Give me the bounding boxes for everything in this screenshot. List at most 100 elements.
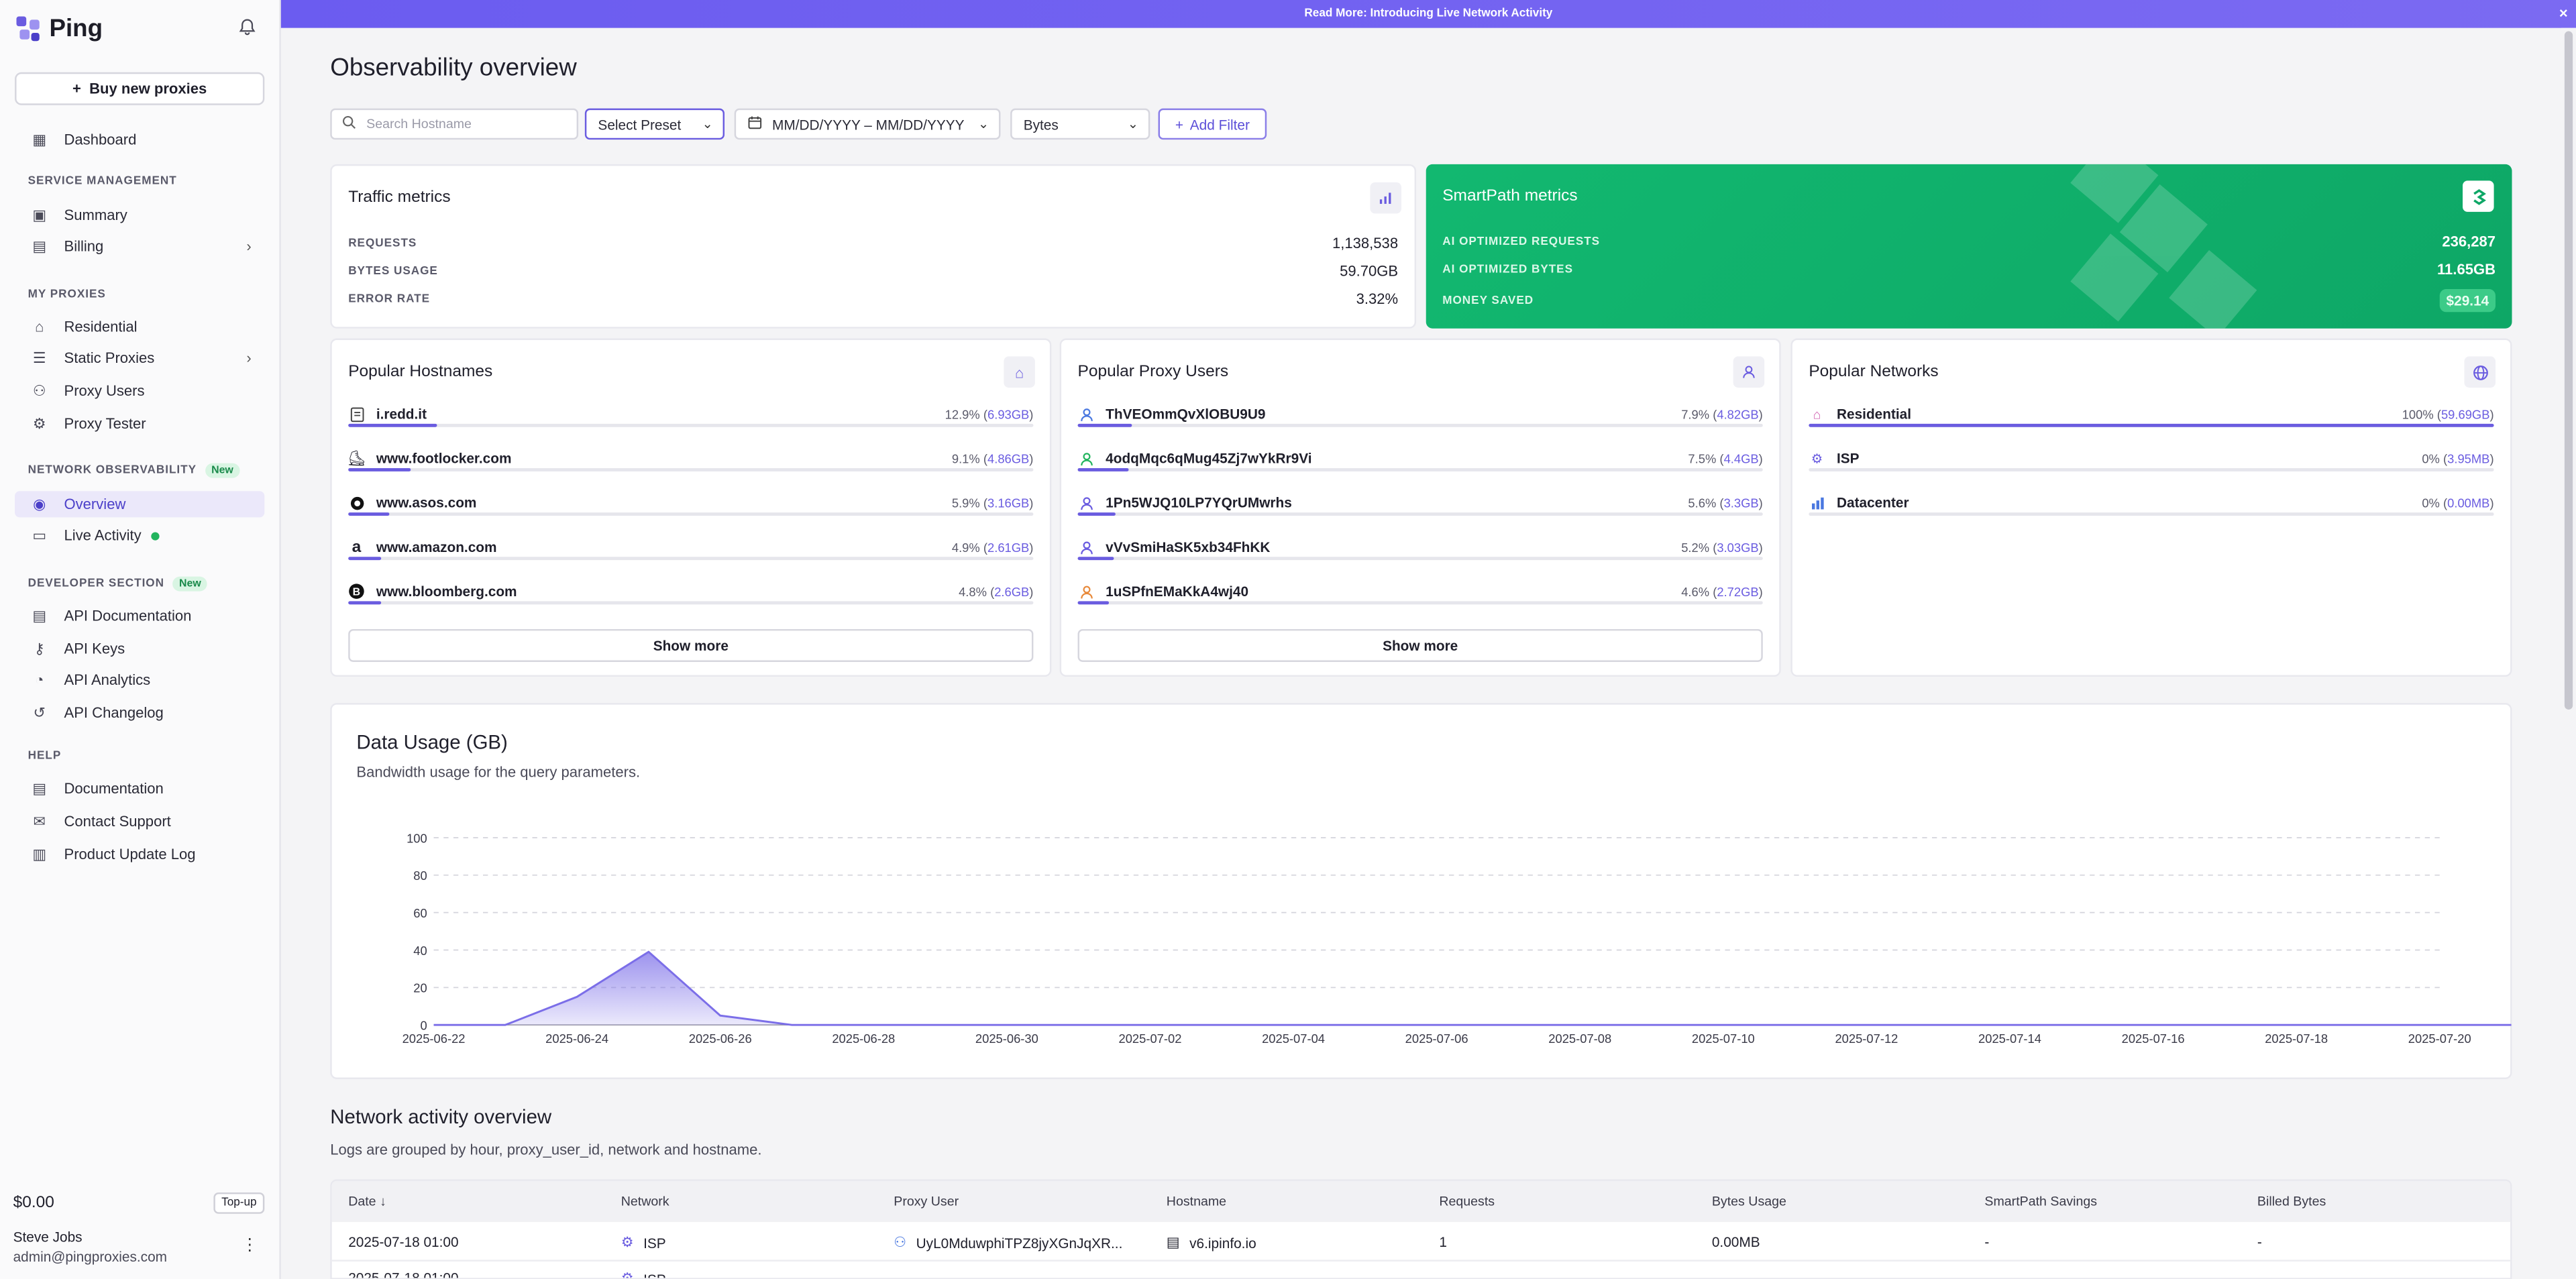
x-tick-label: 2025-06-26 [689,1032,752,1046]
row-divider [331,1260,2511,1262]
monitor-icon: ▭ [32,526,47,543]
section-network-observability: NETWORK OBSERVABILITY New [28,463,240,478]
cell-proxy-user[interactable]: ⚇ UyL0MduwphiTPZ8jyXGnJqXR... [894,1233,1122,1252]
list-item[interactable]: i.redd.it 12.9% (6.93GB) [348,406,1034,439]
sidebar-item-live-activity[interactable]: ▭ Live Activity [15,522,264,549]
user-icon [1078,450,1094,466]
chevron-right-icon: › [246,349,252,367]
usage-line [433,950,2512,1026]
select-preset-dropdown[interactable]: Select Preset ⌄ [584,108,725,140]
list-item[interactable]: Datacenter 0% (0.00MB) [1809,494,2494,527]
share-amount: 59.69GB [2440,407,2490,423]
section-label: MY PROXIES [28,289,106,301]
sidebar-item-api-changelog[interactable]: ↺ API Changelog [15,700,264,726]
column-bytes-usage: Bytes Usage [1711,1194,1786,1209]
book-icon: ▤ [32,606,47,624]
network-label: ISP [1836,450,1860,467]
list-item[interactable]: ThVEOmmQvXlOBU9U9 7.9% (4.82GB) [1077,406,1763,439]
notifications-bell-icon[interactable] [238,18,256,41]
top-up-button[interactable]: Top-up [213,1192,265,1214]
cell-date: 2025-07-18 01:00 [348,1270,459,1279]
share-percent: 5.9% [951,496,980,511]
section-label: HELP [28,750,62,763]
search-hostname-input[interactable]: Search Hostname [330,108,579,140]
usage-bar-fill [1077,512,1116,516]
sidebar-item-product-update-log[interactable]: ▥ Product Update Log [15,841,264,867]
show-more-hostnames-button[interactable]: Show more [348,628,1034,662]
sidebar-item-overview[interactable]: ◉ Overview [15,491,265,518]
usage-bar [1077,557,1763,561]
share-percent: 5.6% [1688,496,1717,511]
sidebar-item-api-documentation[interactable]: ▤ API Documentation [15,603,264,629]
sidebar-item-label: Proxy Tester [64,415,146,433]
sidebar-item-proxy-tester[interactable]: ⚙ Proxy Tester [15,410,264,437]
share-percent: 0% [2422,451,2440,467]
sidebar-item-proxy-users[interactable]: ⚇ Proxy Users [15,378,264,404]
sidebar-item-billing[interactable]: ▤ Billing › [15,233,264,260]
list-item[interactable]: a www.amazon.com 4.9% (2.61GB) [348,538,1034,571]
list-item[interactable]: 1Pn5WJQ10LP7YQrUMwrhs 5.6% (3.3GB) [1077,494,1763,527]
share-amount: 3.95MB [2447,451,2490,467]
banner-text[interactable]: Read More: Introducing Live Network Acti… [1304,8,1553,20]
summary-icon: ▣ [32,206,47,223]
hostname-share: 4.8% (2.6GB) [959,584,1034,600]
list-item[interactable]: B www.bloomberg.com 4.8% (2.6GB) [348,583,1034,616]
sidebar-item-static-proxies[interactable]: ☰ Static Proxies › [15,345,264,371]
close-icon[interactable]: × [2559,5,2568,21]
usage-bar-fill [348,601,382,605]
sidebar-item-residential[interactable]: ⌂ Residential [15,314,264,340]
gear-icon: ⚙ [32,414,46,431]
sidebar-item-summary[interactable]: ▣ Summary [15,202,264,228]
data-usage-chart: 0 20 40 60 80 100 2025-06-22 2025-06-24 2025-06-… [402,831,2512,1046]
sidebar-item-label: Product Update Log [64,846,196,863]
sidebar-item-dashboard[interactable]: ▦ Dashboard [15,127,264,153]
datacenter-icon [1809,494,1825,510]
list-item[interactable]: www.asos.com 5.9% (3.16GB) [348,494,1034,527]
list-item[interactable]: 1uSPfnEMaKkA4wj40 4.6% (2.72GB) [1077,583,1763,616]
date-range-picker[interactable]: MM/DD/YYYY – MM/DD/YYYY ⌄ [734,108,1001,140]
buy-new-proxies-button[interactable]: + Buy new proxies [15,72,265,105]
list-item[interactable]: ⛸ www.footlocker.com 9.1% (4.86GB) [347,449,1034,483]
sidebar-item-api-keys[interactable]: ⚷ API Keys [15,636,264,662]
hostname-share: 4.9% (2.61GB) [951,540,1034,555]
bar-chart-icon [1370,182,1401,214]
sidebar-item-label: Dashboard [64,131,137,148]
date-range-label: MM/DD/YYYY – MM/DD/YYYY [772,115,965,133]
share-percent: 5.2% [1681,540,1710,555]
show-more-proxy-users-button[interactable]: Show more [1077,628,1763,662]
list-item[interactable]: ⌂ Residential 100% (59.69GB) [1809,406,2494,439]
sidebar-item-documentation[interactable]: ▤ Documentation [15,775,264,801]
sort-arrow-icon[interactable]: ↓ [380,1194,386,1209]
usage-bar [348,512,1034,516]
smartpath-decoration [2070,164,2257,329]
unit-dropdown[interactable]: Bytes ⌄ [1010,108,1150,140]
scrollbar-thumb[interactable] [2564,31,2573,710]
column-billed-bytes: Billed Bytes [2257,1194,2326,1209]
sidebar-item-contact-support[interactable]: ✉ Contact Support [15,808,264,834]
history-icon: ↺ [33,704,46,720]
announcement-banner[interactable]: Read More: Introducing Live Network Acti… [280,0,2576,28]
add-filter-button[interactable]: + Add Filter [1158,108,1267,140]
section-my-proxies: MY PROXIES [28,289,106,300]
sidebar-item-api-analytics[interactable]: ◔ API Analytics [15,667,264,693]
proxy-user-share: 4.6% (2.72GB) [1681,584,1763,600]
chevron-down-icon: ⌄ [977,116,989,131]
share-percent: 0% [2422,496,2440,511]
column-date[interactable]: Date ↓ [348,1194,386,1209]
card-title: Popular Hostnames [348,363,493,382]
more-options-icon[interactable]: ⋮ [241,1237,258,1256]
list-item[interactable]: 4odqMqc6qMug45Zj7wYkRr9Vi 7.5% (4.4GB) [1077,450,1763,483]
list-item[interactable]: ⚙ ISP 0% (3.95MB) [1809,450,2494,483]
sidebar-item-label: API Keys [64,641,125,657]
list-item[interactable]: vVvSmiHaSK5xb34FhKK 5.2% (3.03GB) [1077,539,1763,571]
key-icon: ⚷ [34,639,45,657]
app-logo[interactable]: Ping [16,15,103,43]
section-developer: DEVELOPER SECTION New [28,576,208,592]
cell-hostname[interactable]: ▤ v6.ipinfo.io [1167,1233,1256,1252]
share-amount: 2.61GB [987,540,1030,555]
share-amount: 3.16GB [987,496,1030,511]
usage-bar-fill [1077,467,1130,471]
share-amount: 0.00MB [2447,496,2490,511]
metric-label: BYTES USAGE [348,265,438,277]
isp-icon: ⚙ [621,1270,634,1279]
